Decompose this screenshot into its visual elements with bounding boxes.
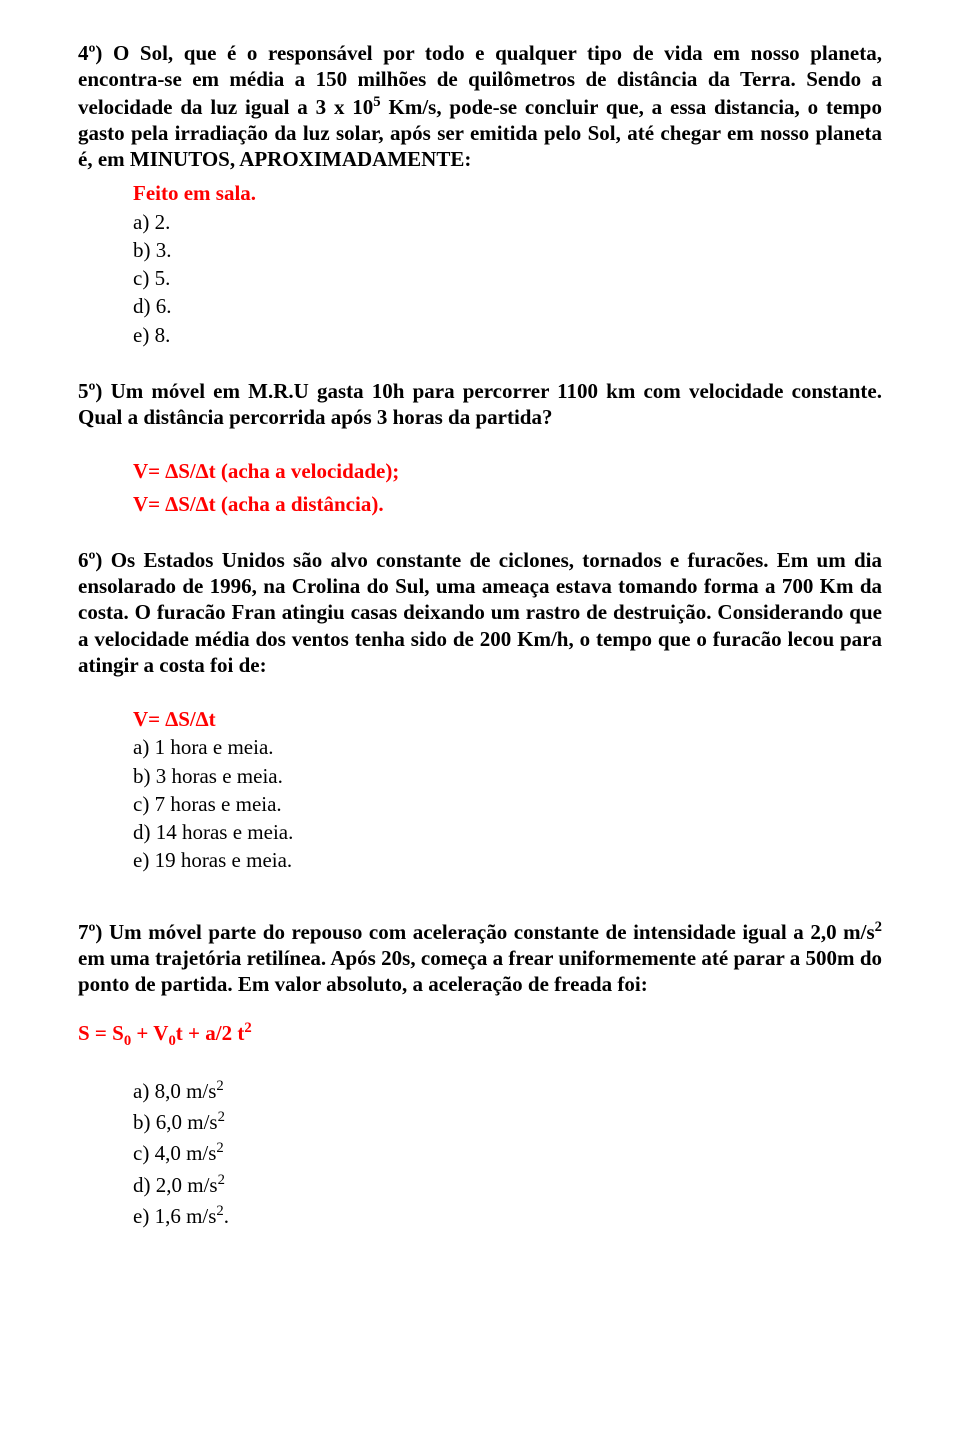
q7-e-exp: 2 xyxy=(216,1203,223,1219)
q4-note: Feito em sala. xyxy=(133,180,882,206)
q7-f-mid: + V xyxy=(131,1021,168,1045)
q7-opt-a: a) 8,0 m/s2 xyxy=(133,1077,882,1104)
q5-note1: V= ∆S/∆t (acha a velocidade); xyxy=(133,458,882,484)
q6-note: V= ∆S/∆t xyxy=(133,706,882,732)
q7-options: a) 8,0 m/s2 b) 6,0 m/s2 c) 4,0 m/s2 d) 2… xyxy=(78,1077,882,1229)
q7-opt-d: d) 2,0 m/s2 xyxy=(133,1171,882,1198)
q6-opt-d: d) 14 horas e meia. xyxy=(133,819,882,845)
q7-opt-e: e) 1,6 m/s2. xyxy=(133,1202,882,1229)
q4-opt-c: c) 5. xyxy=(133,265,882,291)
page: 4º) O Sol, que é o responsável por todo … xyxy=(0,0,960,1431)
q6-options: a) 1 hora e meia. b) 3 horas e meia. c) … xyxy=(78,734,882,873)
q7-opt-b: b) 6,0 m/s2 xyxy=(133,1108,882,1135)
q7-b-pre: b) 6,0 m/s xyxy=(133,1110,218,1134)
q6-opt-e: e) 19 horas e meia. xyxy=(133,847,882,873)
q7-f-pre: S = S xyxy=(78,1021,124,1045)
q4-opt-e: e) 8. xyxy=(133,322,882,348)
q7-a-exp: 2 xyxy=(216,1078,223,1094)
q6-opt-b: b) 3 horas e meia. xyxy=(133,763,882,789)
q7-opt-c: c) 4,0 m/s2 xyxy=(133,1139,882,1166)
q6-text: 6º) Os Estados Unidos são alvo constante… xyxy=(78,547,882,678)
q7-d-exp: 2 xyxy=(218,1172,225,1188)
q7-part2: em uma trajetória retilínea. Após 20s, c… xyxy=(78,946,882,996)
q7-a-pre: a) 8,0 m/s xyxy=(133,1079,216,1103)
q7-f-sub2: 0 xyxy=(168,1033,175,1049)
q7-e-pre: e) 1,6 m/s xyxy=(133,1204,216,1228)
q4-text: 4º) O Sol, que é o responsável por todo … xyxy=(78,40,882,172)
q7-d-pre: d) 2,0 m/s xyxy=(133,1173,218,1197)
q4-opt-d: d) 6. xyxy=(133,293,882,319)
q7-f-exp: 2 xyxy=(244,1020,251,1036)
q7-exp1: 2 xyxy=(875,919,882,935)
q7-part1: 7º) Um móvel parte do repouso com aceler… xyxy=(78,920,875,944)
q7-f-mid2: t + a/2 t xyxy=(176,1021,245,1045)
q4-opt-b: b) 3. xyxy=(133,237,882,263)
q4-opt-a: a) 2. xyxy=(133,209,882,235)
q5-text: 5º) Um móvel em M.R.U gasta 10h para per… xyxy=(78,378,882,431)
q7-e-post: . xyxy=(224,1204,229,1228)
q4-exp: 5 xyxy=(373,94,380,110)
q7-c-exp: 2 xyxy=(216,1140,223,1156)
q6-opt-a: a) 1 hora e meia. xyxy=(133,734,882,760)
q7-formula: S = S0 + V0t + a/2 t2 xyxy=(78,1019,882,1051)
q7-c-pre: c) 4,0 m/s xyxy=(133,1141,216,1165)
q7-text: 7º) Um móvel parte do repouso com aceler… xyxy=(78,918,882,998)
q6-opt-c: c) 7 horas e meia. xyxy=(133,791,882,817)
q5-note2: V= ∆S/∆t (acha a distância). xyxy=(133,491,882,517)
q4-options: a) 2. b) 3. c) 5. d) 6. e) 8. xyxy=(78,209,882,348)
q7-b-exp: 2 xyxy=(218,1109,225,1125)
